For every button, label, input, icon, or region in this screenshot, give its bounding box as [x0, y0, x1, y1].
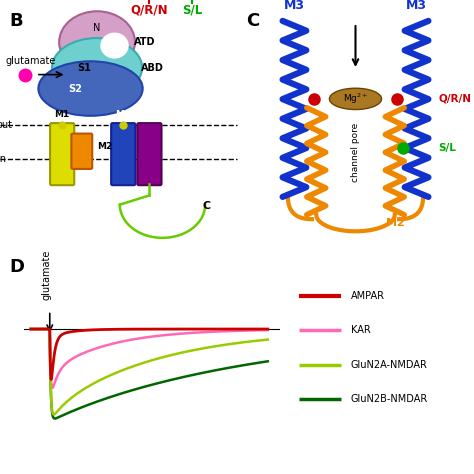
FancyBboxPatch shape	[137, 123, 162, 185]
Text: in: in	[0, 155, 6, 164]
Text: M3: M3	[406, 0, 427, 12]
Ellipse shape	[52, 38, 142, 97]
Text: D: D	[9, 258, 25, 276]
Text: M4: M4	[156, 109, 171, 118]
Text: AMPAR: AMPAR	[351, 291, 385, 301]
Text: M2: M2	[97, 142, 112, 151]
Text: out: out	[0, 119, 13, 129]
Text: S/L: S/L	[182, 3, 202, 16]
Text: M3: M3	[284, 0, 305, 12]
Text: ABD: ABD	[141, 63, 164, 73]
Text: glutamate: glutamate	[6, 55, 56, 66]
Text: KAR: KAR	[351, 325, 371, 336]
Text: ATD: ATD	[134, 37, 155, 47]
Text: GluN2A-NMDAR: GluN2A-NMDAR	[351, 359, 428, 370]
Text: M3: M3	[116, 109, 131, 118]
Text: S1: S1	[77, 63, 91, 73]
FancyBboxPatch shape	[72, 134, 92, 169]
FancyBboxPatch shape	[111, 123, 136, 185]
Text: M1: M1	[55, 109, 70, 118]
Ellipse shape	[59, 11, 135, 73]
Text: M2: M2	[386, 218, 405, 228]
Ellipse shape	[329, 88, 382, 109]
Text: B: B	[9, 12, 23, 30]
Text: S/L: S/L	[438, 143, 456, 153]
Text: Q/R/N: Q/R/N	[130, 3, 168, 16]
Text: N: N	[93, 23, 101, 33]
Text: Mg$^{2+}$: Mg$^{2+}$	[343, 91, 368, 106]
Text: C: C	[246, 12, 260, 30]
Text: C: C	[202, 201, 210, 211]
Text: channel pore: channel pore	[351, 123, 360, 182]
Text: GluN2B-NMDAR: GluN2B-NMDAR	[351, 393, 428, 404]
Text: S2: S2	[68, 83, 82, 93]
FancyBboxPatch shape	[50, 123, 74, 185]
Text: glutamate: glutamate	[42, 250, 52, 301]
Text: Q/R/N: Q/R/N	[438, 94, 471, 104]
Ellipse shape	[100, 33, 129, 59]
Ellipse shape	[38, 61, 143, 116]
